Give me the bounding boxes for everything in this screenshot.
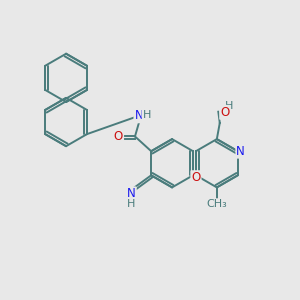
- Text: O: O: [220, 106, 230, 119]
- Text: O: O: [191, 171, 201, 184]
- Text: O: O: [114, 130, 123, 143]
- Text: N: N: [127, 188, 136, 200]
- Text: N: N: [134, 109, 143, 122]
- Text: H: H: [224, 101, 233, 111]
- Text: H: H: [127, 199, 136, 209]
- Text: CH₃: CH₃: [206, 199, 227, 209]
- Text: H: H: [142, 110, 151, 120]
- Text: N: N: [236, 145, 245, 158]
